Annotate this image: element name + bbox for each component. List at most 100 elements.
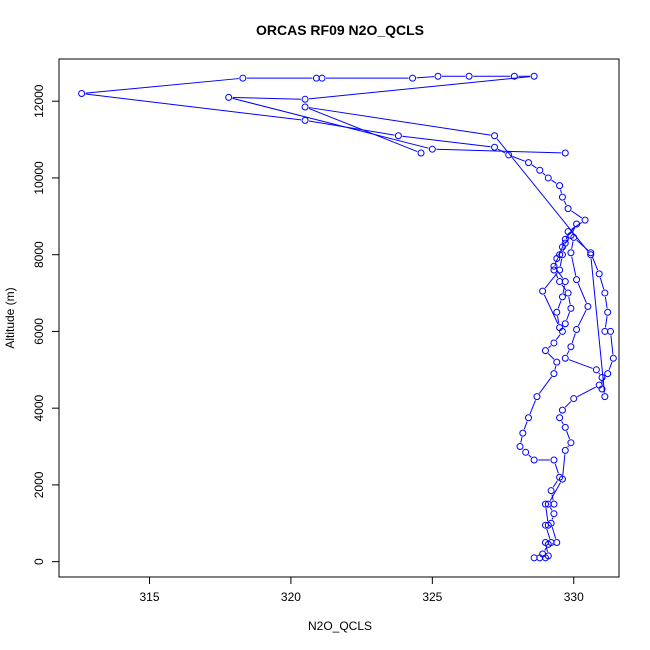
data-point (544, 500, 552, 508)
series-segment (566, 311, 571, 321)
data-point (556, 182, 564, 190)
series-segment (566, 430, 571, 440)
data-point (561, 446, 569, 454)
y-axis-label: Altitude (m) (3, 287, 17, 348)
series-segment (604, 316, 608, 328)
data-point (561, 423, 569, 431)
series-segment (544, 272, 558, 289)
series-segment (599, 277, 605, 290)
data-point (417, 149, 425, 157)
data-point (558, 251, 566, 259)
series-2 (301, 103, 617, 558)
data-point (598, 373, 606, 381)
series-segment (571, 241, 574, 249)
series-segment (232, 96, 302, 100)
series-segment (308, 120, 395, 136)
series-segment (557, 300, 562, 309)
series-segment (85, 93, 302, 121)
data-point (553, 358, 561, 366)
series-layer (78, 72, 617, 562)
data-point (530, 72, 538, 80)
series-segment (545, 507, 549, 522)
data-point (434, 72, 442, 80)
data-point (547, 487, 555, 495)
series-segment (577, 309, 587, 327)
series-segment (308, 107, 491, 136)
data-point (539, 287, 547, 295)
series-segment (577, 283, 587, 303)
data-point (78, 90, 86, 98)
series-segment (546, 528, 551, 539)
data-point (567, 304, 575, 312)
data-point (609, 354, 617, 362)
data-point (564, 205, 572, 213)
series-segment (608, 361, 613, 371)
x-tick-label: 320 (281, 590, 301, 604)
data-point (570, 233, 578, 241)
data-point (561, 239, 569, 247)
series-segment (551, 179, 557, 184)
data-point (524, 159, 532, 167)
data-point (409, 74, 417, 82)
series-segment (562, 285, 566, 294)
series-segment (590, 258, 605, 393)
data-point (601, 393, 609, 401)
series-segment (598, 372, 601, 375)
data-point (225, 93, 233, 101)
series-segment (563, 200, 567, 206)
series-segment (520, 436, 523, 443)
data-point (318, 74, 326, 82)
series-segment (542, 172, 546, 176)
data-point (510, 72, 518, 80)
series-segment (544, 547, 547, 551)
data-point (592, 366, 600, 374)
data-point (547, 519, 555, 527)
series-segment (565, 235, 568, 240)
series-segment (496, 138, 589, 252)
series-segment (416, 76, 435, 79)
data-point (533, 393, 541, 401)
series-segment (308, 76, 531, 100)
data-point (239, 74, 247, 82)
data-point (553, 308, 561, 316)
data-point (587, 249, 595, 257)
data-point (558, 293, 566, 301)
data-point (465, 72, 473, 80)
data-point (491, 143, 499, 151)
series-segment (551, 517, 554, 520)
series-segment (548, 345, 552, 349)
series-segment (571, 333, 576, 344)
series-segment (554, 262, 557, 267)
series-1 (78, 72, 589, 562)
data-point (561, 235, 569, 243)
data-point (541, 500, 549, 508)
data-point (573, 276, 581, 284)
data-point (550, 370, 558, 378)
data-point (561, 354, 569, 362)
data-point (558, 193, 566, 201)
chart-title: ORCAS RF09 N2O_QCLS (256, 22, 424, 38)
series-segment (571, 256, 577, 276)
y-tick-label: 6000 (32, 318, 46, 345)
series-segment (232, 97, 429, 149)
data-point (595, 270, 603, 278)
data-point (556, 414, 564, 422)
data-point (550, 339, 558, 347)
data-point (573, 326, 581, 334)
y-tick-label: 2000 (32, 471, 46, 498)
data-point (556, 266, 564, 274)
y-tick-label: 8000 (32, 241, 46, 268)
y-tick-label: 4000 (32, 395, 46, 422)
data-point (553, 538, 561, 546)
data-point (567, 439, 575, 447)
series-segment (568, 359, 593, 369)
series-segment (549, 482, 561, 501)
data-point (587, 251, 595, 259)
plot-frame (58, 58, 620, 578)
data-point (550, 456, 558, 464)
series-segment (436, 148, 562, 154)
series-segment (543, 294, 559, 325)
series-segment (561, 420, 564, 425)
series-segment (554, 463, 559, 474)
